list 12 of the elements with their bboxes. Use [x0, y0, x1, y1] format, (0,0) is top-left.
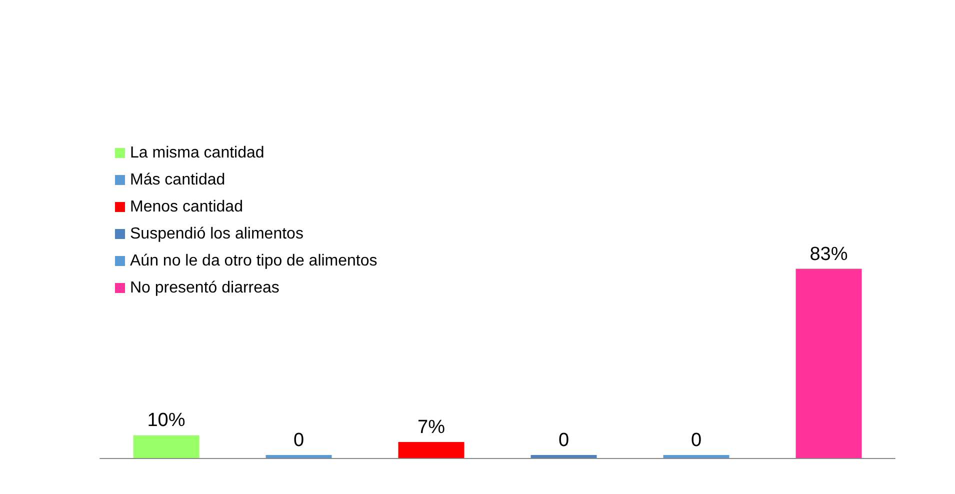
- legend-label: La misma cantidad: [130, 144, 264, 162]
- data-label: 0: [293, 430, 304, 451]
- data-label: 7%: [418, 417, 446, 438]
- data-label: 10%: [147, 410, 186, 432]
- data-label: 0: [690, 430, 702, 451]
- legend-label: Aún no le da otro tipo de alimentos: [130, 252, 378, 270]
- legend-label: Más cantidad: [130, 172, 226, 188]
- data-label: 0: [558, 430, 570, 451]
- legend-label: Suspendió los alimentos: [130, 226, 304, 242]
- data-label: 83%: [810, 244, 848, 265]
- legend-label: Menos cantidad: [130, 198, 243, 216]
- legend-label: No presentó diarreas: [130, 280, 280, 296]
